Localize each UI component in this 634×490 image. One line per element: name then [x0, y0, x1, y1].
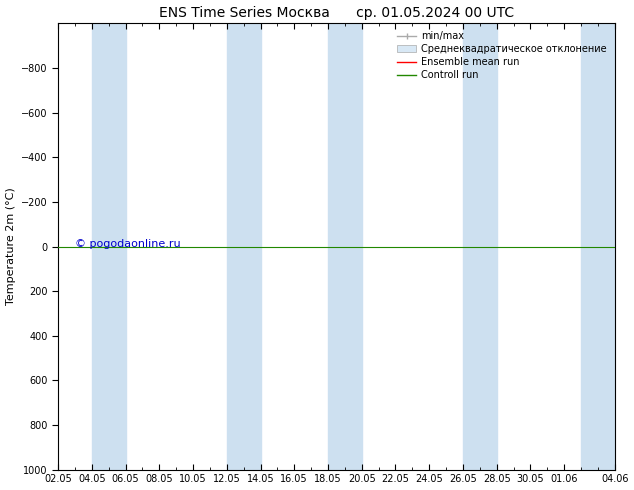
Bar [328, 24, 362, 469]
Text: © pogodaonline.ru: © pogodaonline.ru [75, 239, 181, 249]
Bar [92, 24, 126, 469]
Bar [463, 24, 496, 469]
Y-axis label: Temperature 2m (°C): Temperature 2m (°C) [6, 188, 16, 305]
Title: ENS Time Series Москва      ср. 01.05.2024 00 UTC: ENS Time Series Москва ср. 01.05.2024 00… [159, 5, 514, 20]
Legend: min/max, Среднеквадратическое отклонение, Ensemble mean run, Controll run: min/max, Среднеквадратическое отклонение… [394, 28, 610, 83]
Bar [227, 24, 261, 469]
Bar [581, 24, 615, 469]
